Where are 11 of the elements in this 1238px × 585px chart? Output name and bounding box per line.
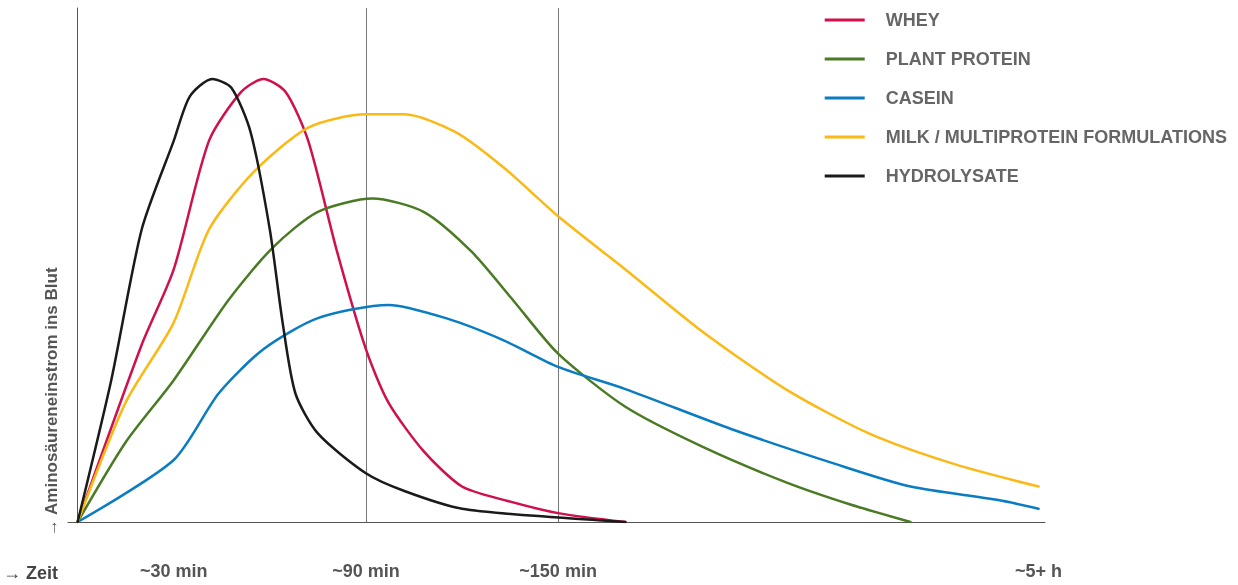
- x-tick-label: ~90 min: [332, 561, 400, 581]
- legend-label: MILK / MULTIPROTEIN FORMULATIONS: [885, 127, 1227, 147]
- y-axis-title: → Aminosäureneinstrom ins Blut: [41, 267, 61, 536]
- legend-label: WHEY: [885, 10, 940, 30]
- x-tick-label: ~5+ h: [1015, 561, 1063, 581]
- x-tick-label: ~30 min: [139, 561, 208, 581]
- x-tick-label: ~150 min: [519, 561, 597, 581]
- legend-label: CASEIN: [885, 88, 954, 108]
- x-axis-title: → Zeit: [2, 563, 58, 583]
- legend-label: PLANT PROTEIN: [885, 49, 1031, 69]
- legend-label: HYDROLYSATE: [885, 166, 1019, 186]
